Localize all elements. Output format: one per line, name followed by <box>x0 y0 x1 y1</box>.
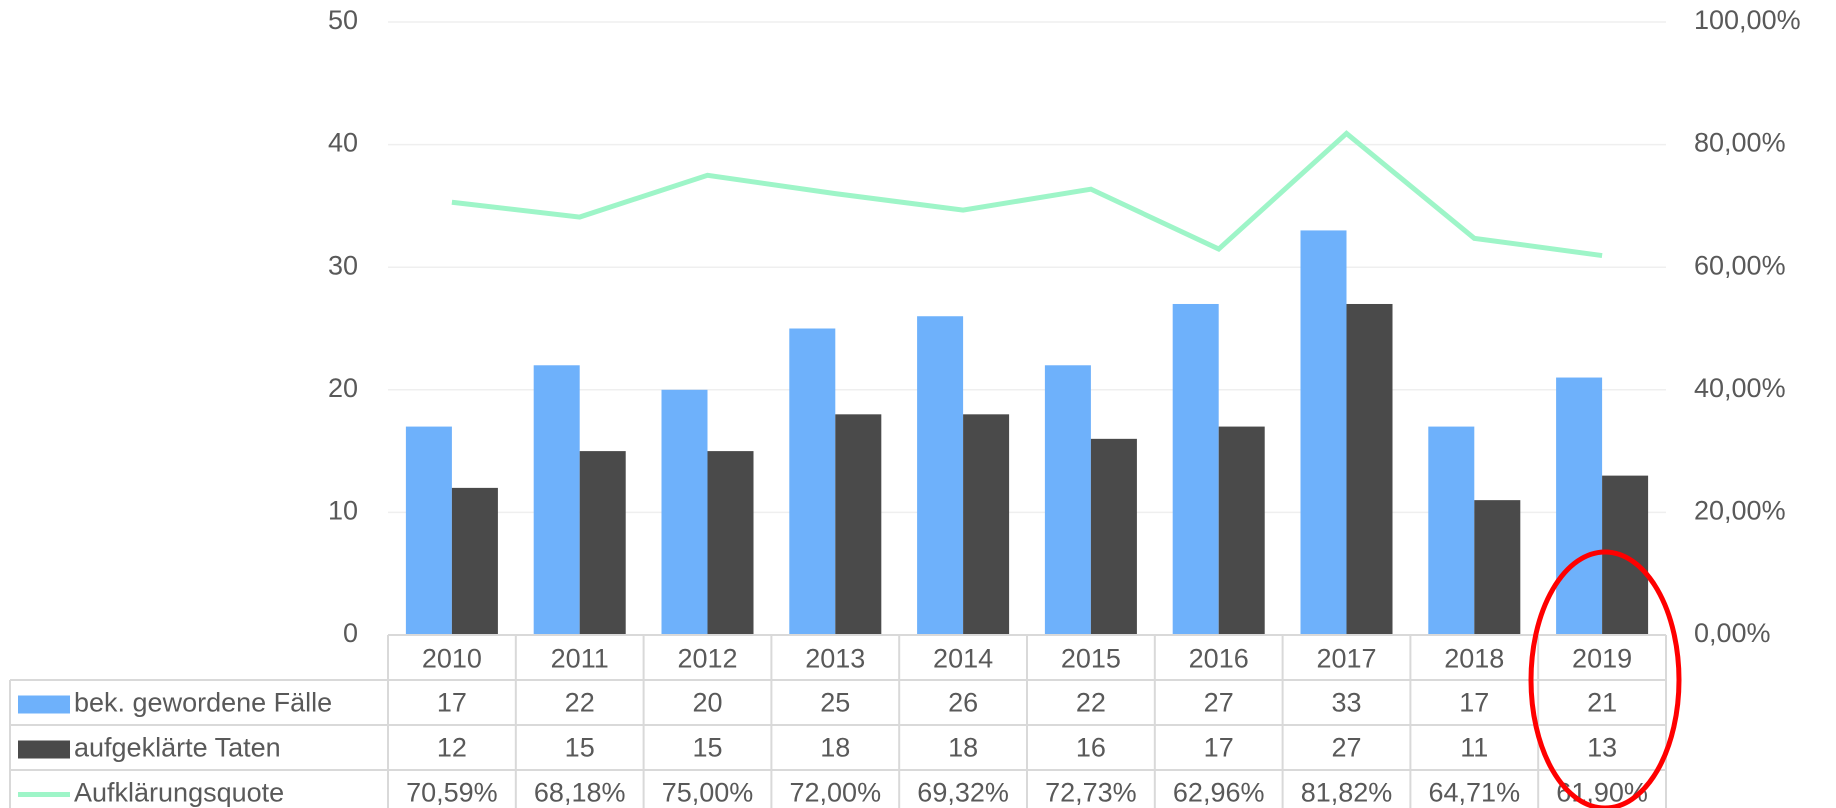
bar <box>533 365 580 635</box>
legend-swatch <box>18 695 70 714</box>
y2-tick-label: 60,00% <box>1694 250 1786 280</box>
bar <box>405 426 452 635</box>
bar <box>1218 426 1265 635</box>
y-tick-label: 0 <box>343 618 358 648</box>
table-value: 15 <box>565 733 595 763</box>
highlight-ellipse <box>1528 549 1682 808</box>
y2-tick-label: 80,00% <box>1694 128 1786 158</box>
table-value: 12 <box>437 733 467 763</box>
bar <box>789 328 836 635</box>
legend-swatch <box>18 740 70 759</box>
bar <box>835 414 882 635</box>
bar <box>1428 426 1475 635</box>
table-value: 64,71% <box>1429 778 1521 808</box>
y-tick-label: 10 <box>328 496 358 526</box>
table-value: 11 <box>1460 733 1488 763</box>
table-value: 21 <box>1587 688 1617 718</box>
x-tick-label: 2019 <box>1572 644 1632 674</box>
bar <box>1090 438 1137 635</box>
x-tick-label: 2017 <box>1316 644 1376 674</box>
line <box>451 130 1603 259</box>
x-tick-label: 2013 <box>805 644 865 674</box>
x-tick-label: 2011 <box>551 644 609 674</box>
table-value: 15 <box>692 733 722 763</box>
table-value: 18 <box>820 733 850 763</box>
bar <box>1300 230 1347 636</box>
bar <box>661 389 708 635</box>
table-value: 68,18% <box>534 778 626 808</box>
table-value: 20 <box>692 688 722 718</box>
y-tick-label: 50 <box>328 5 358 35</box>
table-value: 27 <box>1204 688 1234 718</box>
grid: 0 10 20 30 40 50 0,00% 20,00% 40,00% 60,00% 80,00%… <box>328 5 1801 648</box>
table-value: 33 <box>1331 688 1361 718</box>
y-tick-label: 40 <box>328 128 358 158</box>
x-tick-label: 2016 <box>1189 644 1249 674</box>
y2-tick-label: 40,00% <box>1694 373 1786 403</box>
table-value: 25 <box>820 688 850 718</box>
x-tick-label: 2014 <box>933 644 993 674</box>
bar <box>1556 377 1603 635</box>
bar <box>1346 303 1393 635</box>
table-value: 22 <box>1076 688 1106 718</box>
table-value: 17 <box>1204 733 1234 763</box>
table-value: 70,59% <box>406 778 498 808</box>
y2-tick-label: 100,00% <box>1694 5 1801 35</box>
table-value: 62,96% <box>1173 778 1265 808</box>
bar <box>707 451 754 635</box>
table-value: 17 <box>1459 688 1489 718</box>
marks <box>405 130 1649 636</box>
y-tick-label: 20 <box>328 373 358 403</box>
table-value: 72,73% <box>1045 778 1137 808</box>
table-value: 27 <box>1331 733 1361 763</box>
table-value: 72,00% <box>790 778 882 808</box>
legend-label: aufgeklärte Taten <box>74 733 281 763</box>
legend-label: bek. gewordene Fälle <box>74 688 332 718</box>
bar <box>1172 303 1219 635</box>
table-value: 16 <box>1076 733 1106 763</box>
x-tick-label: 2010 <box>422 644 482 674</box>
x-tick-label: 2012 <box>677 644 737 674</box>
table-value: 22 <box>565 688 595 718</box>
table-value: 81,82% <box>1301 778 1393 808</box>
bar <box>451 487 498 635</box>
table-value: 75,00% <box>662 778 754 808</box>
bar <box>579 451 626 635</box>
x-tick-label: 2018 <box>1444 644 1504 674</box>
table-value: 18 <box>948 733 978 763</box>
table-value: 69,32% <box>917 778 1009 808</box>
legend-label: Aufklärungsquote <box>74 778 284 808</box>
data-table: 2010 2011 2012 2013 2014 2015 2016 2017 2018 2019… <box>9 634 1667 808</box>
bar <box>1474 500 1521 635</box>
y2-tick-label: 0,00% <box>1694 618 1771 648</box>
bar <box>963 414 1010 635</box>
y2-tick-label: 20,00% <box>1694 496 1786 526</box>
table-value: 26 <box>948 688 978 718</box>
table-value: 17 <box>437 688 467 718</box>
y-tick-label: 30 <box>328 250 358 280</box>
bar <box>917 316 964 635</box>
bar <box>1044 365 1091 635</box>
x-tick-label: 2015 <box>1061 644 1121 674</box>
table-value: 13 <box>1587 733 1617 763</box>
